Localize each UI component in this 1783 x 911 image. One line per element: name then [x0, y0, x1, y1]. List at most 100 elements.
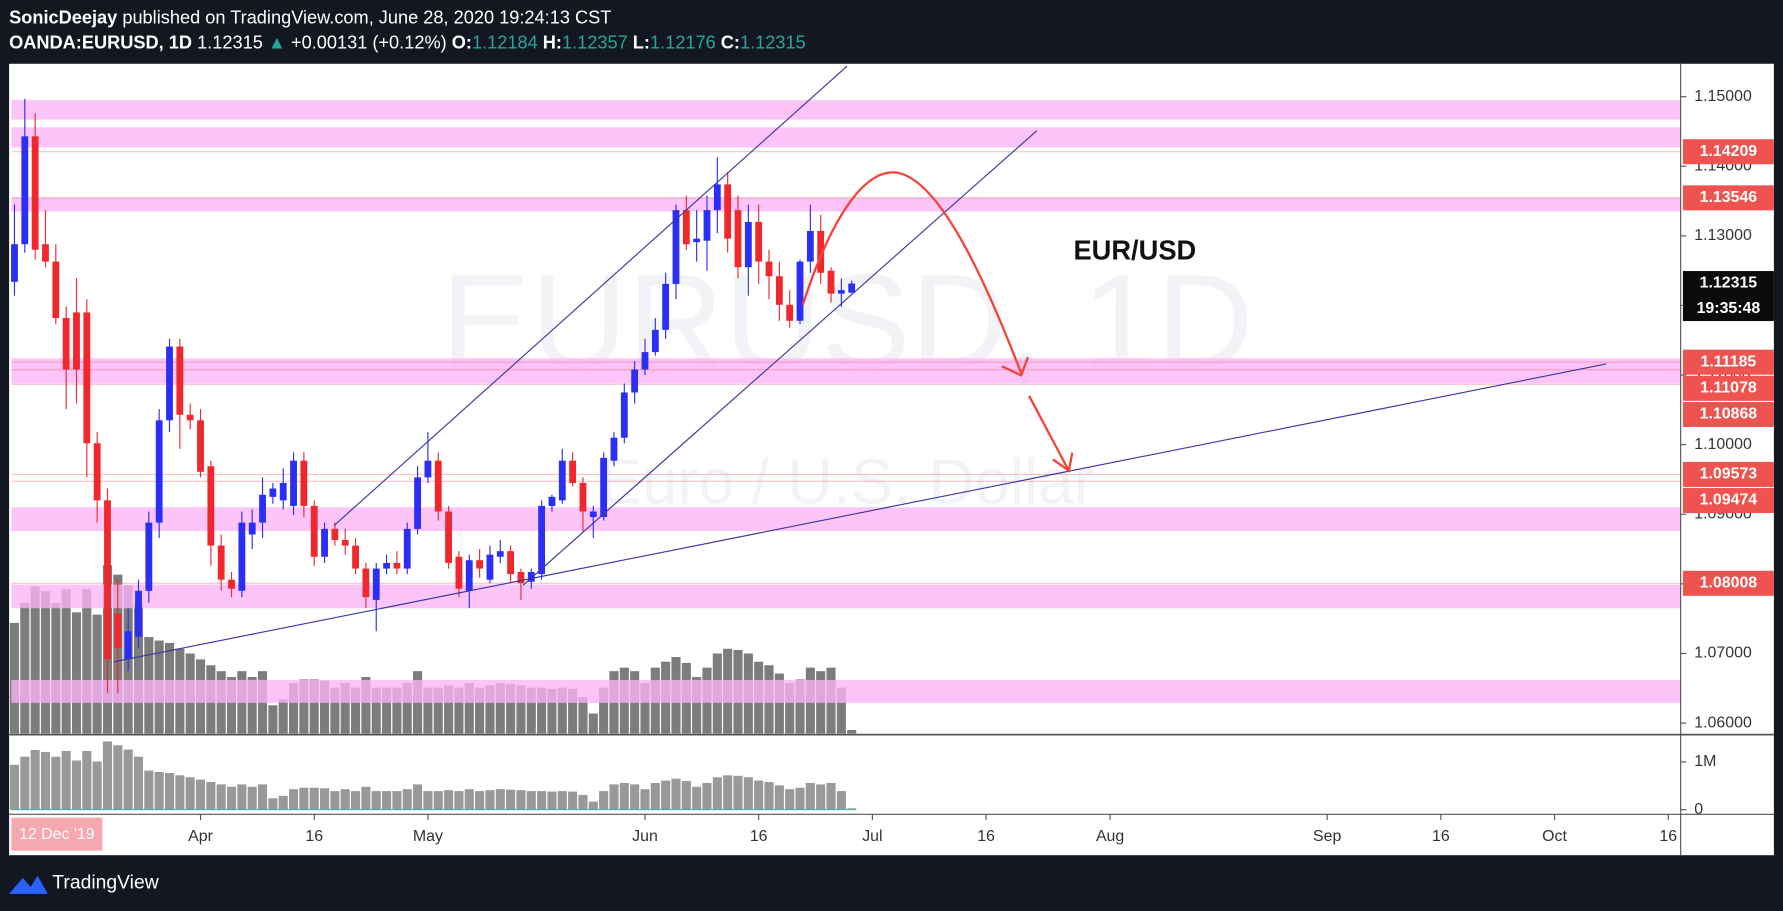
candle-body — [527, 572, 535, 582]
candle-body — [600, 457, 608, 518]
header-line: SonicDeejay published on TradingView.com… — [9, 7, 611, 27]
volume-bar — [351, 791, 361, 810]
volume-bar — [154, 771, 164, 810]
candle-body — [42, 244, 49, 262]
candle-body — [713, 184, 721, 211]
candle-body — [114, 613, 122, 648]
volume-bar — [609, 784, 619, 810]
zone — [11, 358, 1681, 384]
volume-overlay-bar — [495, 682, 505, 734]
volume-bar — [588, 801, 598, 810]
candle-body — [424, 460, 432, 478]
volume-overlay-bar — [382, 687, 392, 734]
candle-body — [445, 511, 453, 563]
volume-overlay-bar — [485, 685, 495, 734]
volume-bar — [20, 756, 30, 810]
volume-bar — [133, 756, 144, 810]
zone — [11, 100, 1681, 120]
volume-overlay-bar — [557, 687, 567, 734]
candle-body — [651, 329, 659, 353]
volume-bar — [526, 791, 536, 810]
volume-bar — [402, 789, 412, 810]
volume-overlay-bar — [847, 729, 857, 734]
volume-overlay-bar — [20, 602, 30, 734]
y-tick-label: 1.07000 — [1694, 645, 1752, 662]
volume-bar — [144, 770, 154, 810]
candle-body — [362, 568, 370, 598]
open-label: O: — [452, 32, 472, 52]
volume-bar — [92, 761, 102, 810]
volume-overlay-bar — [640, 682, 650, 734]
volume-bar — [30, 750, 40, 810]
candle-body — [507, 551, 515, 575]
volume-bar — [836, 791, 846, 810]
volume-overlay-bar — [30, 586, 40, 734]
price-label: 1.08008 — [1700, 575, 1758, 592]
forecast-arrow — [1028, 395, 1070, 472]
volume-bar — [454, 791, 464, 810]
last-price-label: 1.12315 — [1700, 275, 1758, 292]
annotation: EUR/USD — [1073, 235, 1196, 266]
volume-bar — [702, 782, 712, 810]
volume-bar — [805, 782, 815, 810]
volume-bar — [216, 784, 226, 810]
candle-body — [775, 276, 783, 305]
volume-overlay-bar — [299, 679, 309, 734]
trendline — [333, 65, 848, 526]
y-tick-label: 1.15000 — [1694, 88, 1752, 105]
volume-bar — [123, 749, 133, 810]
candle-body — [610, 437, 618, 461]
volume-bar — [464, 789, 474, 810]
volume-overlay-bar — [330, 687, 340, 734]
candle-body — [259, 494, 266, 523]
volume-bar — [299, 787, 309, 810]
price-label-box — [1682, 401, 1774, 428]
candle-body — [569, 460, 577, 483]
volume-overlay-bar — [92, 614, 102, 734]
candle-body — [228, 579, 235, 589]
volume-bar — [630, 784, 640, 810]
candle-body — [238, 522, 246, 591]
candle-body — [589, 511, 597, 518]
candle-body — [393, 562, 401, 569]
price-label: 1.13546 — [1700, 189, 1758, 206]
price-label: 1.11185 — [1701, 353, 1757, 370]
candle-body — [558, 460, 566, 501]
price-label: 1.09573 — [1700, 466, 1758, 483]
volume-bar — [537, 791, 547, 810]
candle-body — [186, 414, 194, 421]
candle-body — [11, 244, 18, 282]
candle-body — [166, 346, 173, 421]
candle-body — [414, 477, 421, 529]
candle-body — [848, 283, 856, 293]
volume-bar — [619, 782, 629, 810]
candle-body — [217, 545, 225, 580]
volume-overlay-bar — [278, 699, 288, 734]
volume-overlay-bar — [578, 697, 588, 734]
candle-body — [734, 210, 742, 268]
candle-body — [93, 443, 101, 501]
price-label: 1.11078 — [1700, 380, 1757, 397]
zone — [11, 197, 1681, 212]
y-tick-label: 1.13000 — [1694, 227, 1752, 244]
volume-overlay-bar — [361, 677, 371, 734]
volume-bar — [102, 741, 113, 810]
volume-bar — [330, 791, 340, 810]
volume-bar — [743, 777, 753, 810]
volume-overlay-bar — [320, 680, 330, 734]
countdown: 19:35:48 — [1697, 300, 1761, 317]
symbol-line: OANDA:EURUSD, 1D 1.12315 ▲ +0.00131 (+0.… — [9, 32, 806, 52]
candle-body — [83, 312, 91, 444]
volume-overlay-bar — [268, 705, 278, 734]
arrow-head — [1001, 356, 1030, 377]
volume-tick-label: 1M — [1694, 753, 1716, 770]
volume-bar — [61, 750, 71, 810]
volume-bar — [423, 791, 433, 810]
candle-body — [693, 238, 701, 243]
x-tick-label: Jun — [632, 828, 658, 845]
brand: TradingView — [52, 873, 158, 894]
volume-bar — [340, 789, 350, 810]
volume-bar — [320, 788, 330, 810]
high-label: H: — [543, 32, 562, 52]
candle-body — [197, 420, 204, 472]
